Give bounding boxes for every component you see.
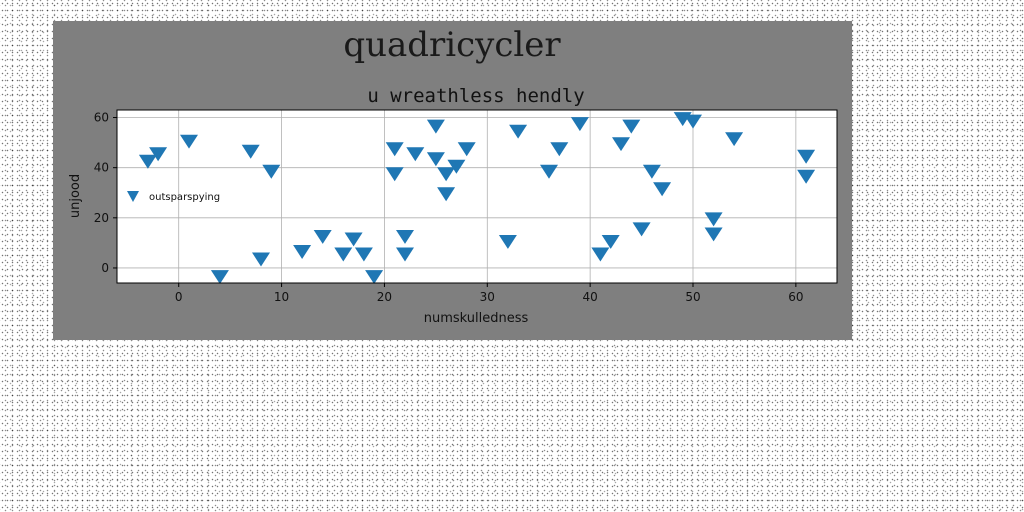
x-tick-label: 10: [274, 290, 289, 304]
data-point: [509, 124, 528, 139]
data-point: [396, 247, 414, 262]
data-point: [704, 212, 723, 227]
data-point: [334, 247, 353, 262]
y-tick-label: 0: [101, 261, 109, 275]
plot-frame: [116, 109, 838, 284]
data-point: [385, 167, 404, 182]
data-point: [426, 152, 445, 167]
data-point: [262, 164, 281, 179]
data-point: [385, 142, 404, 157]
data-point: [684, 114, 702, 129]
data-point: [437, 187, 456, 202]
y-tick-label: 20: [94, 211, 109, 225]
x-axis-label: numskulledness: [424, 311, 529, 326]
scatter-series: [138, 112, 816, 284]
data-point: [622, 119, 641, 134]
legend: outsparspying: [127, 191, 220, 203]
data-point: [437, 167, 456, 182]
x-tick-label: 30: [480, 290, 495, 304]
data-point: [642, 164, 661, 179]
data-point: [138, 154, 157, 169]
data-point: [653, 182, 672, 197]
plot-area: [117, 110, 837, 283]
data-point: [550, 142, 569, 157]
data-point: [210, 270, 229, 284]
data-point: [365, 270, 384, 284]
y-tick-label: 60: [94, 111, 109, 125]
data-point: [498, 235, 517, 249]
data-point: [149, 147, 168, 162]
data-point: [241, 144, 260, 159]
data-point: [313, 230, 332, 244]
y-tick-label: 40: [94, 161, 109, 175]
data-point: [406, 147, 425, 162]
data-point: [447, 159, 466, 174]
data-point: [797, 149, 816, 164]
data-point: [612, 137, 630, 152]
axes-title: u wreathless hendly: [367, 85, 584, 107]
tick-marks: [113, 117, 797, 287]
x-tick-label: 40: [583, 290, 598, 304]
tick-labels: 0 10 20 30 40 50 60 0 20 40 60: [94, 111, 804, 304]
x-tick-label: 50: [685, 290, 700, 304]
data-point: [180, 134, 198, 149]
y-axis-label: unjood: [68, 174, 83, 218]
data-point: [354, 247, 373, 262]
data-point: [426, 119, 445, 134]
x-tick-label: 0: [175, 290, 183, 304]
legend-label: outsparspying: [149, 192, 220, 203]
data-point: [540, 164, 558, 179]
data-point: [591, 247, 610, 262]
data-point: [632, 222, 651, 237]
legend-marker: [127, 191, 139, 202]
data-point: [797, 169, 816, 184]
data-point: [457, 142, 476, 157]
data-point: [293, 245, 312, 259]
data-point: [601, 235, 620, 249]
data-point: [704, 227, 723, 242]
x-tick-label: 60: [788, 290, 803, 304]
data-point: [344, 232, 363, 247]
figure-suptitle: quadricycler: [343, 25, 561, 65]
data-point: [252, 252, 270, 267]
x-tick-label: 20: [377, 290, 392, 304]
data-point: [570, 117, 589, 132]
data-point: [725, 132, 744, 147]
data-point: [396, 230, 414, 244]
